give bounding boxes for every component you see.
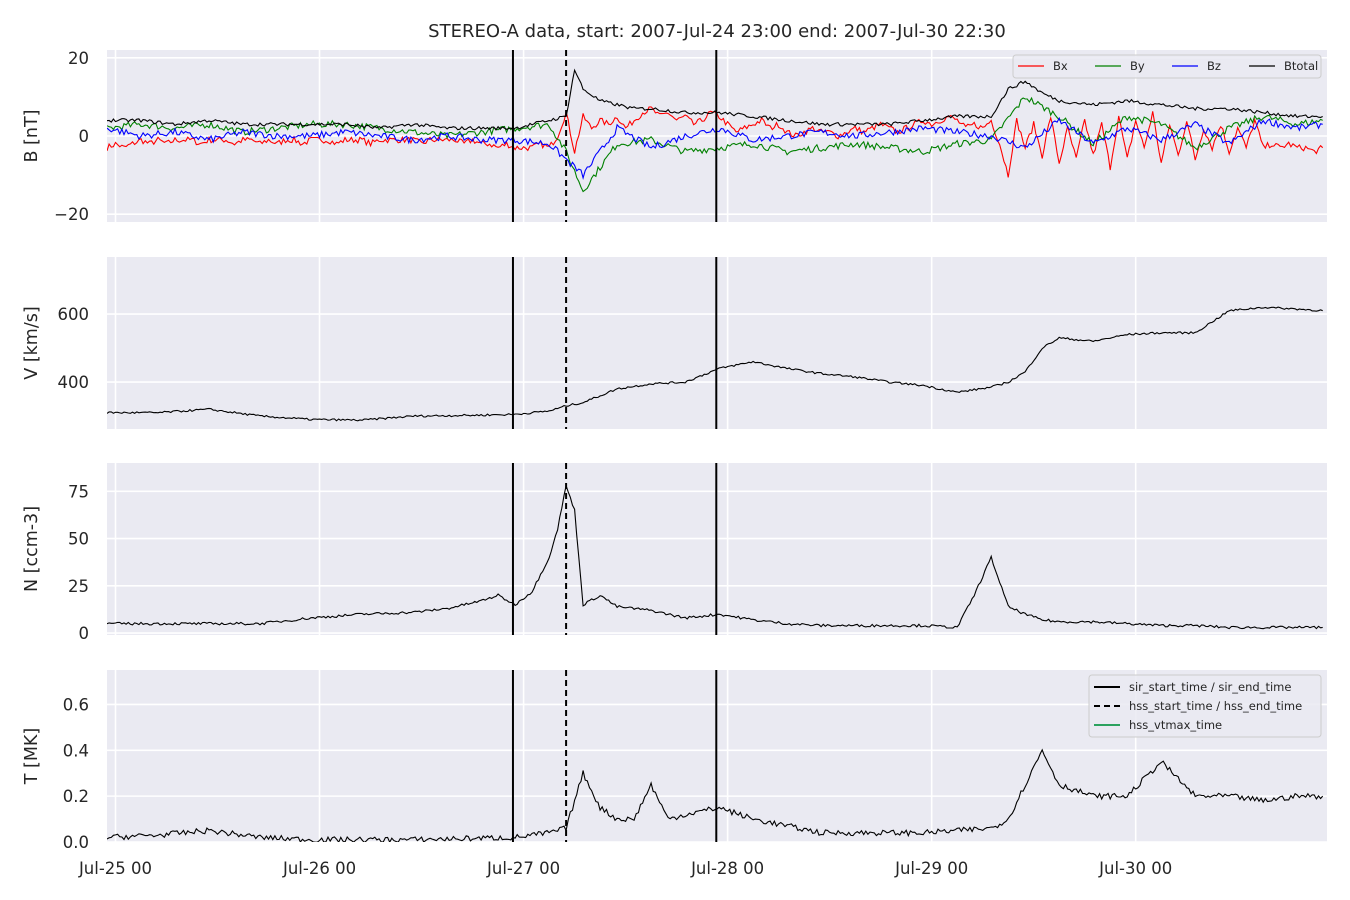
series-group [107, 306, 1323, 422]
y-tick-label: 20 [68, 49, 89, 68]
y-axis-label: N [ccm-3] [22, 506, 42, 592]
x-tick-label: Jul-29 00 [894, 859, 968, 878]
y-axis-label: T [MK] [22, 728, 42, 785]
series-group [107, 483, 1323, 630]
panel-4: 0.0 0.2 0.4 0.6 T [MK] Jul-25 00 Jul-26 00 Jul-… [22, 670, 1327, 878]
x-tick-label: Jul-28 00 [690, 859, 764, 878]
series-line-bz [107, 116, 1323, 180]
event-legend-frame [1088, 674, 1322, 738]
legend-label: By [1130, 59, 1145, 73]
chart-title: STEREO-A data, start: 2007-Jul-24 23:00 … [428, 21, 1006, 42]
y-tick-label: 75 [68, 482, 89, 501]
event-legend-label: sir_start_time / sir_end_time [1129, 680, 1291, 694]
y-tick-label: −20 [54, 205, 89, 224]
x-tick-label: Jul-27 00 [486, 859, 560, 878]
panel-1: 20 0 −20 B [nT] Bx By Bz Btotal [22, 49, 1327, 224]
y-axis-label: B [nT] [22, 109, 42, 162]
legend-label: Bz [1207, 59, 1221, 73]
y-tick-label: 600 [58, 305, 90, 324]
event-legend-label: hss_vtmax_time [1129, 718, 1222, 732]
series-line [107, 483, 1323, 630]
y-tick-label: 0 [79, 624, 90, 643]
x-tick-label: Jul-25 00 [78, 859, 152, 878]
legend-frame [1012, 54, 1322, 79]
event-legend: sir_start_time / sir_end_time hss_start_t… [1088, 674, 1322, 738]
y-tick-label: 25 [68, 577, 89, 596]
series-line-btotal [107, 68, 1323, 131]
x-tick-label: Jul-30 00 [1098, 859, 1172, 878]
legend: Bx By Bz Btotal [1012, 54, 1322, 79]
y-tick-label: 0.6 [63, 695, 89, 714]
legend-label: Btotal [1284, 59, 1318, 73]
series-line [107, 748, 1324, 842]
series-group [107, 68, 1324, 193]
panel-3: 0 25 50 75 N [ccm-3] [22, 463, 1327, 643]
y-tick-label: 0.4 [63, 741, 89, 760]
y-tick-label: 400 [58, 373, 90, 392]
series-group [107, 748, 1324, 842]
legend-label: Bx [1053, 59, 1068, 73]
event-legend-label: hss_start_time / hss_end_time [1129, 699, 1302, 713]
x-tick-label: Jul-26 00 [282, 859, 356, 878]
y-axis-label: V [km/s] [22, 306, 42, 379]
y-tick-label: 50 [68, 530, 89, 549]
y-tick-label: 0 [79, 127, 90, 146]
series-line [107, 306, 1323, 422]
y-tick-label: 0.2 [63, 787, 89, 806]
panel-2: 400 600 V [km/s] [22, 257, 1327, 429]
y-tick-label: 0.0 [63, 833, 89, 852]
